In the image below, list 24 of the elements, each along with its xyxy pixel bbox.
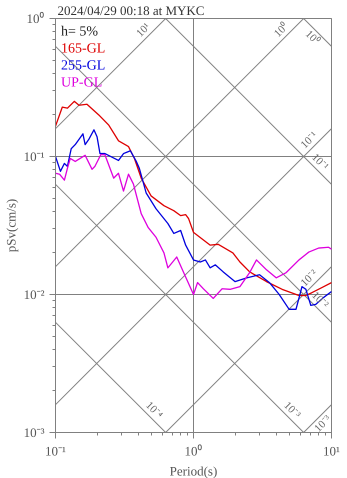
annotation: 10⁻³ [281,400,304,422]
annotation: 10⁰ [302,27,323,48]
y-tick-label: 10⁻¹ [24,149,45,164]
annotation: 10⁻² [298,267,320,290]
annotation: 10⁰ [271,20,291,40]
annotation: 10⁻¹ [298,130,320,152]
y-axis-title: pSv(cm/s) [4,198,19,252]
annotation: 10⁻³ [312,412,334,435]
y-tick-label: 10⁻³ [24,425,45,440]
annotation: h= 5% [61,24,98,40]
y-tick-label: 10⁻² [24,287,45,302]
annotation: 10⁻² [309,289,332,312]
text: 165-GL [61,42,106,57]
x-axis-title: Period(s) [170,464,218,478]
annotation: 10⁻⁴ [143,399,165,422]
x-tick-label: 10⁻¹ [45,444,66,458]
text: 255-GL [61,58,106,74]
annotation: 10⁻¹ [309,151,331,173]
chart-title: 2024/04/29 00:18 at MYKC [58,3,204,18]
x-tick-label: 10⁰ [184,444,202,458]
annotation: 10¹ [134,20,153,40]
x-tick-label: 10¹ [323,444,340,458]
text: UP-GL [61,76,102,91]
y-tick-label: 10⁰ [26,11,44,26]
